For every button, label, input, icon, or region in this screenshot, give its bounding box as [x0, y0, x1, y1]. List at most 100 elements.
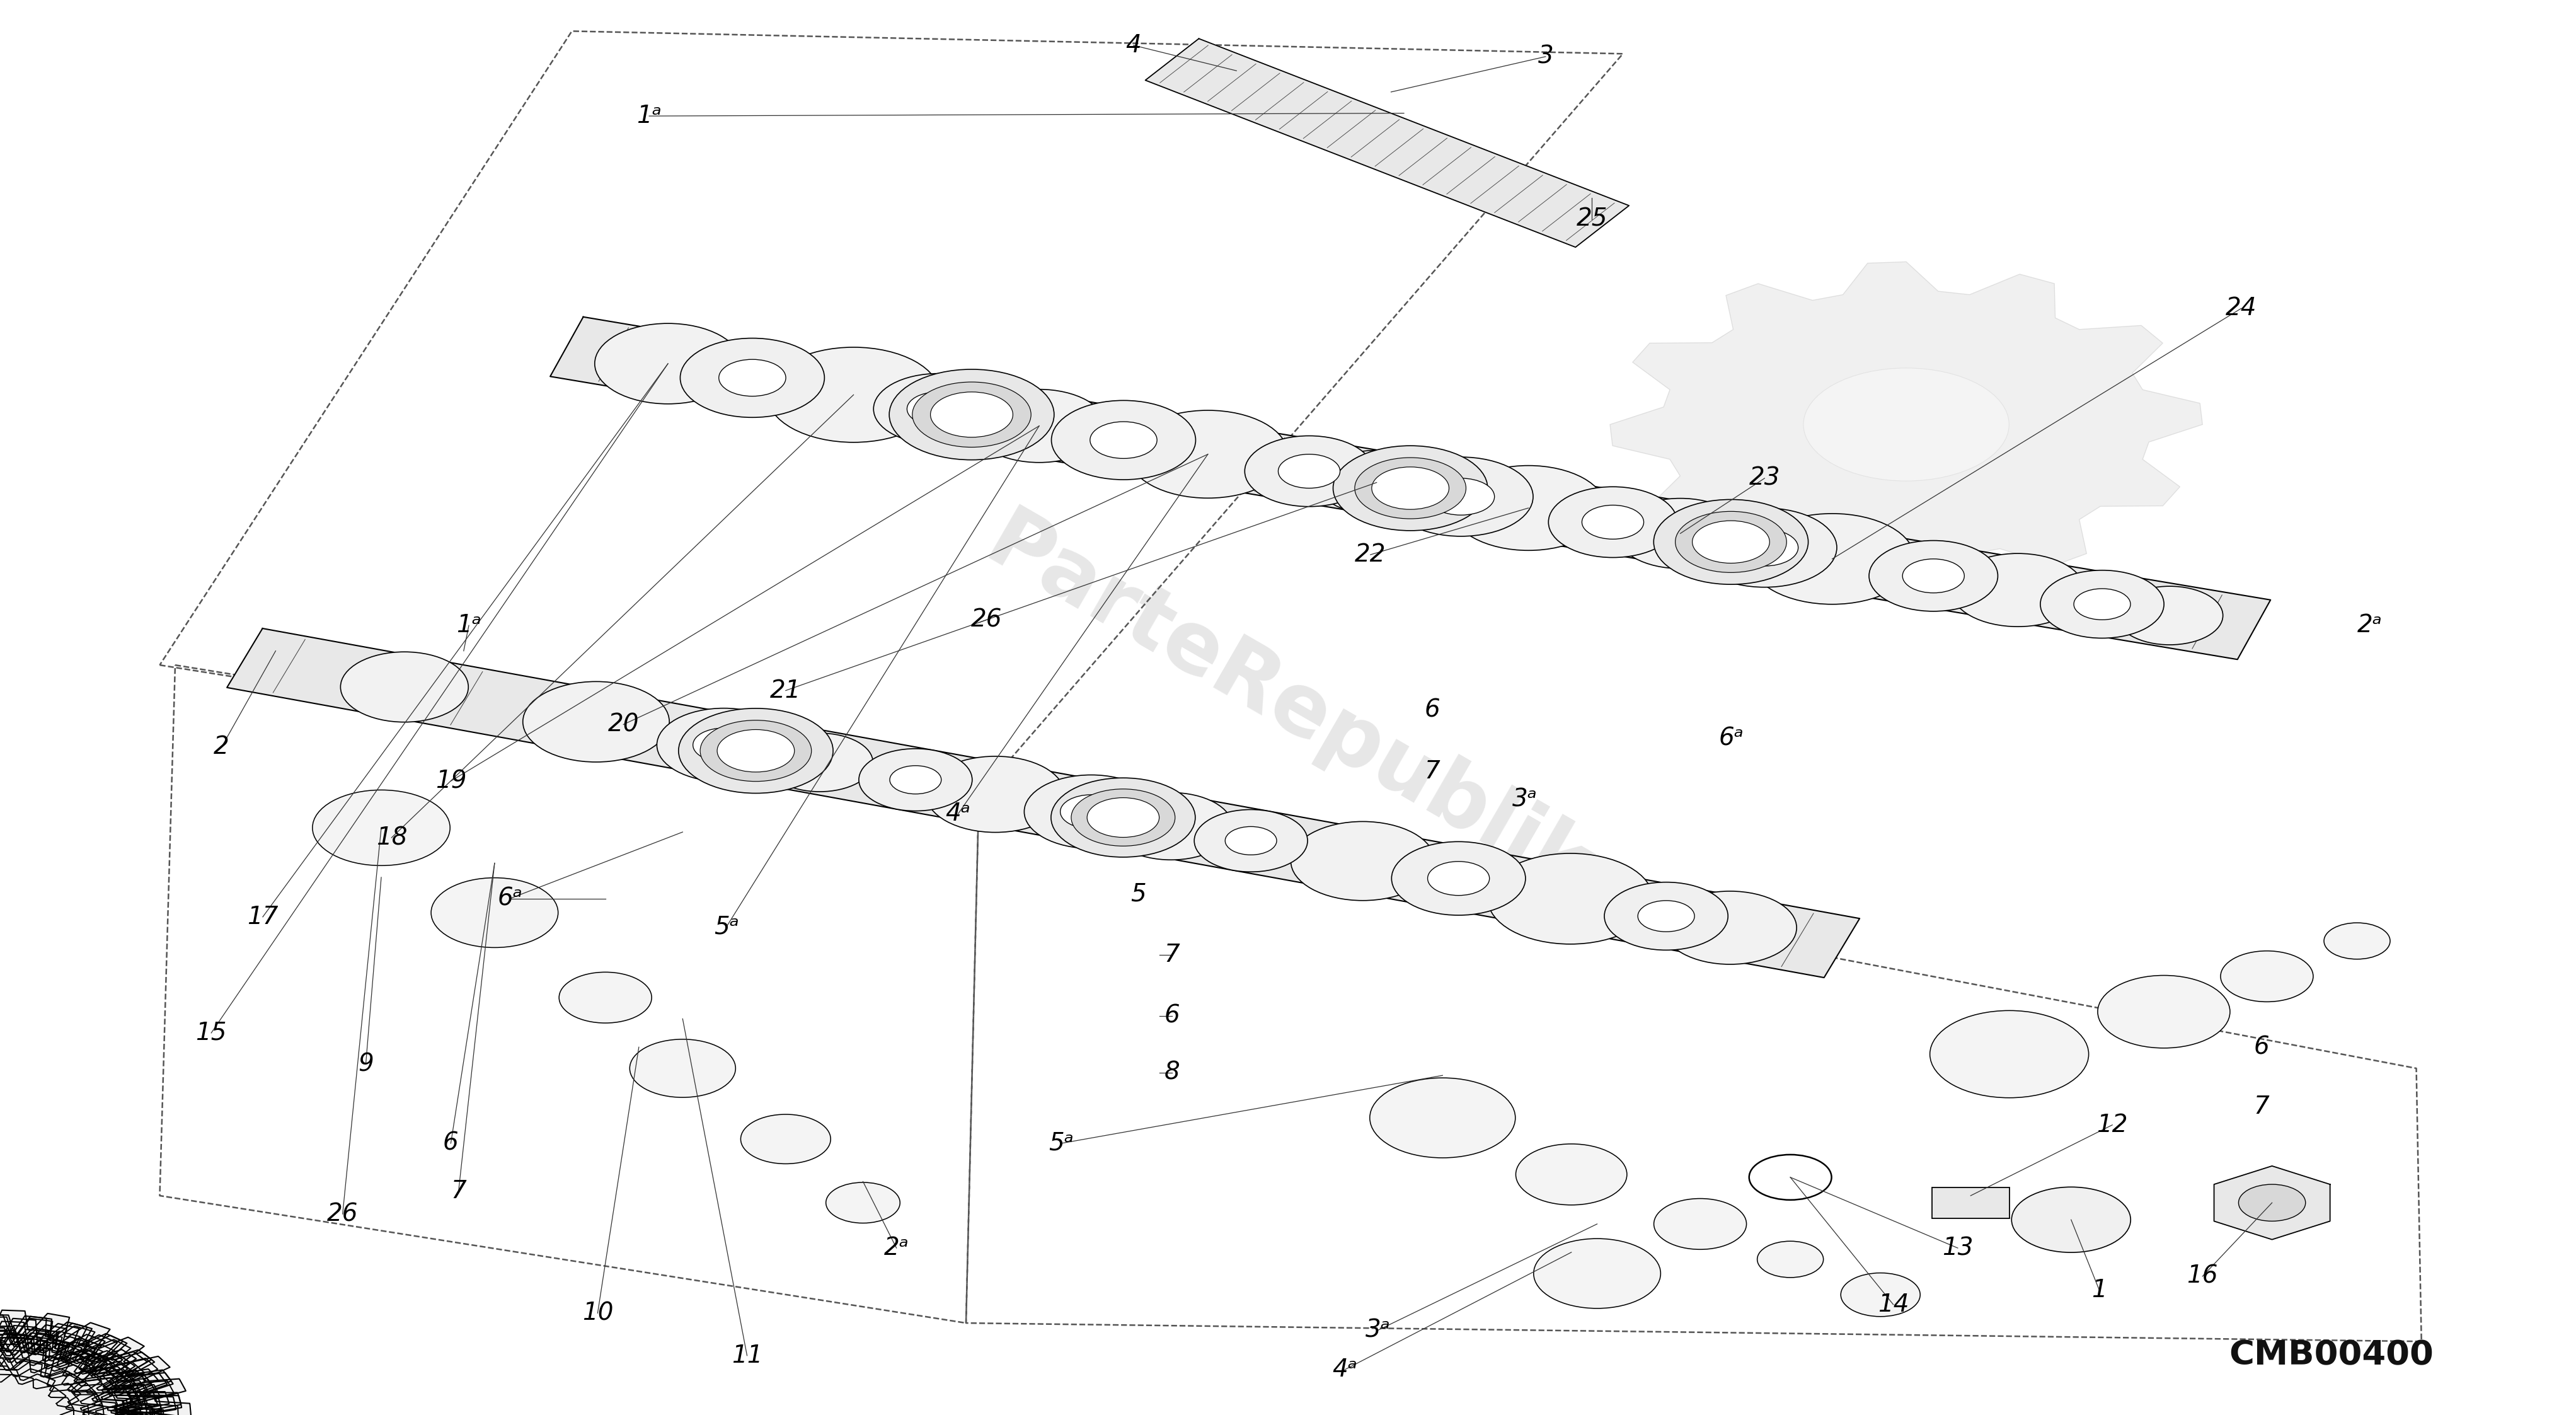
- Text: 7: 7: [2254, 1095, 2269, 1118]
- Circle shape: [1749, 514, 1914, 604]
- Polygon shape: [227, 628, 1860, 978]
- Text: 4: 4: [1126, 34, 1141, 57]
- Circle shape: [1061, 795, 1123, 829]
- Text: 2ᵃ: 2ᵃ: [884, 1237, 909, 1259]
- Text: 1ᵃ: 1ᵃ: [456, 614, 482, 637]
- Circle shape: [1654, 499, 1808, 584]
- Circle shape: [1904, 559, 1965, 593]
- Circle shape: [701, 720, 811, 781]
- Circle shape: [680, 338, 824, 417]
- Text: 6ᵃ: 6ᵃ: [497, 887, 523, 910]
- Circle shape: [1731, 529, 1798, 566]
- Circle shape: [1692, 521, 1770, 563]
- Text: 24: 24: [2226, 297, 2257, 320]
- Circle shape: [1128, 410, 1288, 498]
- Text: CMB00400: CMB00400: [2228, 1339, 2434, 1373]
- Circle shape: [1615, 498, 1744, 569]
- Polygon shape: [0, 1326, 162, 1415]
- Circle shape: [873, 374, 1002, 444]
- Circle shape: [1090, 422, 1157, 458]
- Circle shape: [1548, 487, 1677, 558]
- Text: 3: 3: [1538, 45, 1553, 68]
- Polygon shape: [0, 1334, 147, 1415]
- Circle shape: [2097, 975, 2231, 1049]
- Circle shape: [2117, 586, 2223, 645]
- Polygon shape: [0, 1374, 75, 1415]
- Text: 6: 6: [443, 1132, 459, 1155]
- Circle shape: [1391, 842, 1525, 916]
- Text: 7: 7: [1425, 760, 1440, 782]
- Text: 5ᵃ: 5ᵃ: [714, 916, 739, 938]
- Polygon shape: [0, 1327, 160, 1415]
- Circle shape: [889, 766, 940, 794]
- Polygon shape: [1146, 38, 1628, 248]
- Polygon shape: [0, 1358, 103, 1415]
- Text: 7: 7: [451, 1180, 466, 1203]
- Circle shape: [523, 682, 670, 763]
- Circle shape: [430, 877, 559, 948]
- Circle shape: [1278, 454, 1340, 488]
- Text: 5: 5: [1131, 883, 1146, 906]
- Circle shape: [693, 727, 755, 761]
- Text: 3ᵃ: 3ᵃ: [1512, 788, 1538, 811]
- Text: 22: 22: [1355, 543, 1386, 566]
- Polygon shape: [0, 1334, 147, 1415]
- FancyBboxPatch shape: [1932, 1187, 2009, 1218]
- Circle shape: [2074, 589, 2130, 620]
- Polygon shape: [2213, 1166, 2331, 1240]
- Polygon shape: [0, 1330, 155, 1415]
- Circle shape: [2221, 951, 2313, 1002]
- Circle shape: [912, 382, 1030, 447]
- Polygon shape: [0, 1315, 183, 1415]
- Circle shape: [974, 389, 1105, 463]
- Polygon shape: [0, 1350, 118, 1415]
- Circle shape: [1757, 1241, 1824, 1278]
- Text: 21: 21: [770, 679, 801, 702]
- Circle shape: [1654, 1199, 1747, 1249]
- Text: 13: 13: [1942, 1237, 1973, 1259]
- Circle shape: [742, 1115, 829, 1163]
- Text: 18: 18: [376, 826, 407, 849]
- Circle shape: [2040, 570, 2164, 638]
- Text: 7: 7: [1164, 944, 1180, 966]
- Polygon shape: [0, 1326, 162, 1415]
- Circle shape: [340, 652, 469, 722]
- Polygon shape: [1610, 262, 2202, 587]
- Circle shape: [1334, 446, 1489, 531]
- Polygon shape: [0, 1334, 147, 1415]
- Circle shape: [927, 756, 1064, 832]
- Polygon shape: [0, 1341, 134, 1415]
- Circle shape: [1450, 466, 1605, 550]
- Circle shape: [1244, 436, 1373, 507]
- Polygon shape: [0, 1370, 82, 1415]
- Circle shape: [1051, 778, 1195, 857]
- Polygon shape: [0, 1326, 162, 1415]
- Polygon shape: [0, 1360, 100, 1415]
- Circle shape: [1929, 1010, 2089, 1098]
- Circle shape: [716, 730, 793, 773]
- Circle shape: [1950, 553, 2084, 627]
- Circle shape: [1355, 457, 1466, 519]
- Circle shape: [677, 709, 832, 794]
- Circle shape: [1870, 541, 1999, 611]
- Text: 12: 12: [2097, 1114, 2128, 1136]
- Circle shape: [2239, 1184, 2306, 1221]
- Circle shape: [657, 708, 791, 781]
- Circle shape: [889, 369, 1054, 460]
- Circle shape: [1674, 511, 1788, 573]
- Polygon shape: [0, 1333, 149, 1415]
- Text: 26: 26: [971, 608, 1002, 631]
- Circle shape: [559, 972, 652, 1023]
- Polygon shape: [0, 1322, 170, 1415]
- Text: 17: 17: [247, 906, 278, 928]
- Text: 5ᵃ: 5ᵃ: [1048, 1132, 1074, 1155]
- Polygon shape: [0, 1315, 183, 1415]
- Circle shape: [1195, 809, 1309, 872]
- Text: 4ᵃ: 4ᵃ: [945, 802, 971, 825]
- Circle shape: [1370, 1078, 1515, 1157]
- Circle shape: [1110, 792, 1231, 860]
- Polygon shape: [0, 1358, 103, 1415]
- Circle shape: [1803, 368, 2009, 481]
- Polygon shape: [0, 1358, 103, 1415]
- Circle shape: [768, 347, 940, 443]
